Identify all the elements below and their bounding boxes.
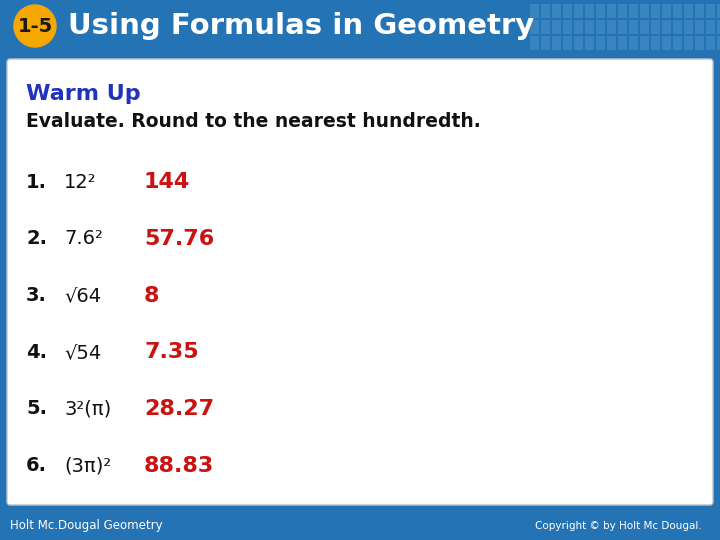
Bar xyxy=(541,36,550,50)
Bar xyxy=(629,20,638,34)
Text: Using Formulas in Geometry: Using Formulas in Geometry xyxy=(68,12,534,40)
Bar xyxy=(673,20,682,34)
Text: 8: 8 xyxy=(144,286,160,306)
Text: 6.: 6. xyxy=(26,456,47,475)
Circle shape xyxy=(14,5,56,47)
Text: 12²: 12² xyxy=(64,173,96,192)
Text: 28.27: 28.27 xyxy=(144,399,214,419)
Text: 144: 144 xyxy=(144,172,190,192)
Text: Warm Up: Warm Up xyxy=(26,84,140,104)
Text: Holt Mc.Dougal Geometry: Holt Mc.Dougal Geometry xyxy=(10,519,163,532)
Text: 1.: 1. xyxy=(26,173,47,192)
Bar xyxy=(574,36,583,50)
Text: 4.: 4. xyxy=(26,343,47,362)
Bar xyxy=(717,36,720,50)
Text: 57.76: 57.76 xyxy=(144,229,215,249)
Bar xyxy=(596,20,605,34)
Bar xyxy=(530,4,539,18)
Bar xyxy=(552,36,561,50)
Bar xyxy=(596,36,605,50)
Bar xyxy=(585,4,594,18)
Bar xyxy=(717,20,720,34)
Bar xyxy=(651,20,660,34)
Bar xyxy=(541,4,550,18)
Bar xyxy=(662,4,671,18)
Bar xyxy=(552,4,561,18)
Text: 3²(π): 3²(π) xyxy=(64,400,112,419)
Bar xyxy=(0,512,720,540)
Text: 5.: 5. xyxy=(26,400,47,419)
Bar xyxy=(640,36,649,50)
Bar xyxy=(684,4,693,18)
Bar xyxy=(662,20,671,34)
Text: √64: √64 xyxy=(64,286,101,305)
Bar xyxy=(618,20,627,34)
Bar xyxy=(596,4,605,18)
Bar xyxy=(695,36,704,50)
Bar xyxy=(563,36,572,50)
Bar xyxy=(563,4,572,18)
Bar xyxy=(640,4,649,18)
Bar xyxy=(684,36,693,50)
Text: 1-5: 1-5 xyxy=(17,17,53,36)
Bar xyxy=(607,20,616,34)
Bar xyxy=(530,20,539,34)
Bar xyxy=(673,4,682,18)
Bar xyxy=(695,20,704,34)
Bar xyxy=(574,4,583,18)
Bar xyxy=(618,4,627,18)
FancyBboxPatch shape xyxy=(7,59,713,505)
Bar xyxy=(618,36,627,50)
Text: (3π)²: (3π)² xyxy=(64,456,112,475)
Bar xyxy=(585,20,594,34)
Bar xyxy=(607,4,616,18)
Text: 88.83: 88.83 xyxy=(144,456,215,476)
Bar xyxy=(530,36,539,50)
Bar xyxy=(684,20,693,34)
Text: Evaluate. Round to the nearest hundredth.: Evaluate. Round to the nearest hundredth… xyxy=(26,112,481,131)
Bar xyxy=(651,4,660,18)
Bar xyxy=(629,36,638,50)
Bar xyxy=(0,0,720,52)
Bar xyxy=(585,36,594,50)
Bar xyxy=(629,4,638,18)
Text: 7.35: 7.35 xyxy=(144,342,199,362)
Bar xyxy=(541,20,550,34)
Bar xyxy=(563,20,572,34)
Bar xyxy=(552,20,561,34)
Bar xyxy=(695,4,704,18)
Text: Copyright © by Holt Mc Dougal.: Copyright © by Holt Mc Dougal. xyxy=(535,521,705,531)
Bar xyxy=(607,36,616,50)
Bar xyxy=(706,36,715,50)
Bar xyxy=(706,20,715,34)
Bar xyxy=(662,36,671,50)
Bar xyxy=(651,36,660,50)
Text: √54: √54 xyxy=(64,343,102,362)
Text: 2.: 2. xyxy=(26,230,47,248)
Bar xyxy=(706,4,715,18)
Text: 7.6²: 7.6² xyxy=(64,230,103,248)
Bar xyxy=(574,20,583,34)
Bar xyxy=(640,20,649,34)
Text: 3.: 3. xyxy=(26,286,47,305)
Bar xyxy=(717,4,720,18)
Bar xyxy=(673,36,682,50)
